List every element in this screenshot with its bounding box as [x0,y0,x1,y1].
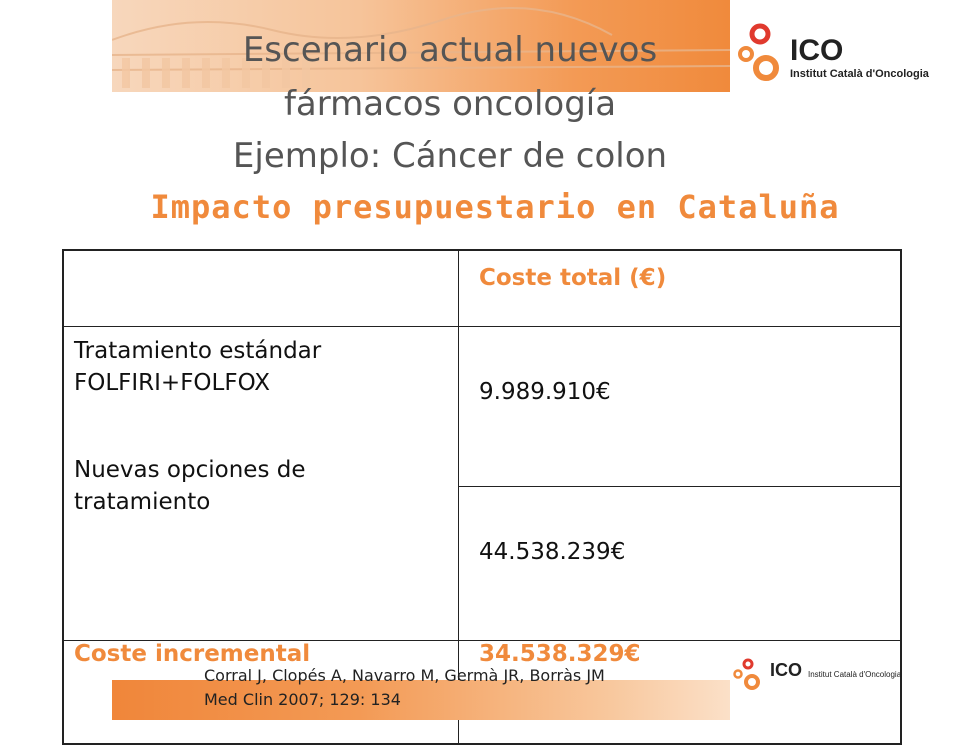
ico-logo: ICO Institut Català d'Oncologia [728,10,948,90]
table-row: Tratamiento estándar FOLFIRI+FOLFOX Nuev… [62,326,902,641]
slide-subtitle: Impacto presupuestario en Cataluña [150,188,840,226]
table-header-row: Coste total (€) [62,249,902,327]
row-label-new-options: Nuevas opciones de tratamiento [74,457,306,515]
citation-line2: Med Clin 2007; 129: 134 [204,690,401,709]
citation: Corral J, Clopés A, Navarro M, Germà JR,… [204,664,605,712]
row-value-standard: 9.989.910€ [458,326,902,487]
ico-circles-logo-icon [738,23,779,81]
slide-title-line2: fármacos oncología [283,84,617,124]
logo-full-name-small: Institut Català d'Oncologia [808,670,902,679]
ico-logo-small: ICO Institut Català d'Oncologia [726,656,926,692]
logo-name-small: ICO [770,660,803,680]
citation-line1: Corral J, Clopés A, Navarro M, Germà JR,… [204,666,605,685]
slide-title-line3: Ejemplo: Cáncer de colon [232,136,668,176]
logo-full-name: Institut Català d'Oncologia [790,68,929,80]
building-illustration [112,7,730,88]
table-row-labels-cell: Tratamiento estándar FOLFIRI+FOLFOX Nuev… [62,326,459,641]
table-row: 44.538.239€ [63,486,902,641]
footer-band [112,680,730,720]
ico-circles-logo-icon [733,658,760,690]
budget-impact-table: Coste total (€) Tratamiento estándar FOL… [62,249,902,745]
slide-title-line1: Escenario actual nuevos [242,30,658,70]
logo-name: ICO [790,34,844,67]
table-header-empty-cell [62,249,459,327]
table-header-cost: Coste total (€) [458,249,902,327]
row-label-standard: Tratamiento estándar FOLFIRI+FOLFOX [74,338,322,396]
row-value-new-options: 44.538.239€ [458,486,902,641]
header-image-band [112,0,730,92]
